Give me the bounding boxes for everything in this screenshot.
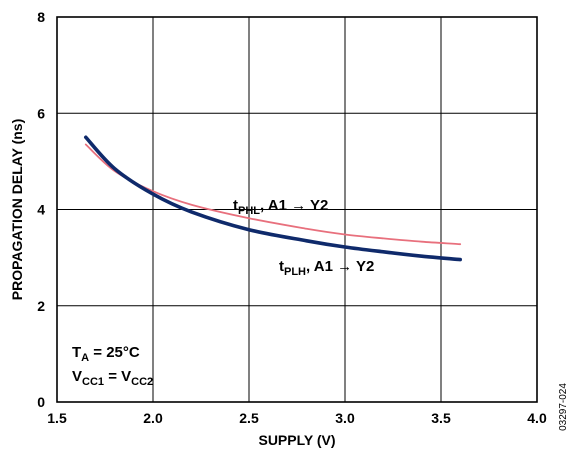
x-tick-labels: 1.5 2.0 2.5 3.0 3.5 4.0: [47, 410, 547, 426]
series-label-tplh-rest: , A1 → Y2: [306, 258, 374, 275]
y-tick-label-2: 4: [37, 202, 45, 218]
ta-sub: A: [81, 352, 89, 364]
series-label-tplh-sub: PLH: [284, 266, 306, 278]
vcc-main: V: [72, 368, 82, 385]
y-tick-label-0: 0: [37, 394, 45, 410]
y-tick-label-3: 6: [37, 105, 45, 121]
plot-frame: [56, 16, 538, 403]
x-tick-label-4: 3.5: [431, 410, 451, 426]
series-label-tphl: tPHL, A1 → Y2: [233, 197, 328, 217]
grid-lines: [57, 17, 537, 402]
y-tick-labels: 0 2 4 6 8: [37, 9, 45, 410]
x-tick-label-3: 3.0: [335, 410, 355, 426]
supply-annotation: VCC1 = VCC2: [72, 368, 153, 388]
x-tick-label-5: 4.0: [527, 410, 547, 426]
x-tick-label-0: 1.5: [47, 410, 67, 426]
vcc-sub1: CC1: [82, 376, 104, 388]
series-label-tphl-rest: , A1 → Y2: [260, 197, 328, 214]
series-label-tplh: tPLH, A1 → Y2: [279, 258, 374, 278]
x-tick-label-2: 2.5: [239, 410, 259, 426]
x-tick-label-1: 2.0: [143, 410, 163, 426]
x-axis-title: SUPPLY (V): [258, 432, 335, 448]
ta-rest: = 25°C: [89, 344, 140, 361]
series-layer: [84, 135, 462, 262]
series-label-tplh-main: t: [279, 258, 284, 275]
figure-code: 03297-024: [558, 383, 569, 431]
series-line-plh: [84, 135, 462, 262]
y-tick-label-1: 2: [37, 298, 45, 314]
ta-main: T: [72, 344, 81, 361]
y-axis-title: PROPAGATION DELAY (ns): [9, 119, 25, 301]
y-tick-label-4: 8: [37, 9, 45, 25]
series-label-tphl-sub: PHL: [238, 205, 260, 217]
temperature-annotation: TA = 25°C: [72, 344, 140, 364]
series-label-tphl-main: t: [233, 197, 238, 214]
vcc-mid: = V: [104, 368, 131, 385]
vcc-sub2: CC2: [131, 376, 153, 388]
